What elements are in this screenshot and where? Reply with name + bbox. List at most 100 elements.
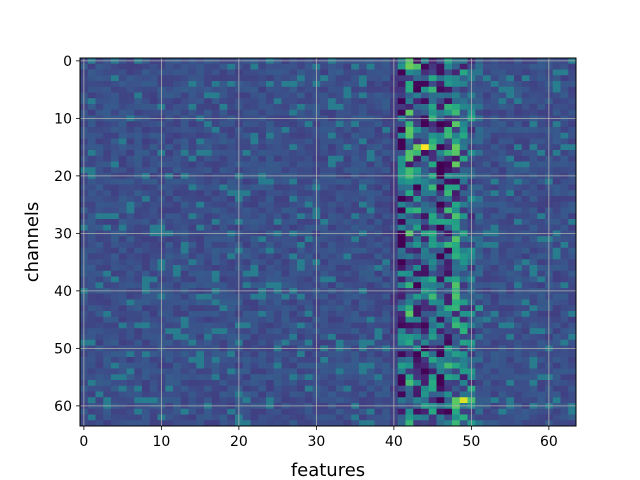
- heatmap-cell: [196, 150, 205, 157]
- heatmap-cell: [436, 121, 445, 128]
- heatmap-cell: [397, 265, 406, 272]
- heatmap-cell: [273, 276, 282, 283]
- heatmap-cell: [359, 196, 368, 203]
- heatmap-cell: [173, 150, 182, 157]
- heatmap-cell: [459, 150, 468, 157]
- heatmap-cell: [95, 259, 104, 266]
- heatmap-cell: [452, 155, 461, 162]
- heatmap-cell: [421, 150, 430, 157]
- heatmap-cell: [103, 414, 112, 421]
- heatmap-cell: [382, 161, 391, 168]
- heatmap-cell: [335, 161, 344, 168]
- heatmap-cell: [87, 242, 96, 249]
- heatmap-cell: [297, 150, 306, 157]
- heatmap-cell: [421, 293, 430, 300]
- heatmap-cell: [483, 242, 492, 249]
- heatmap-cell: [498, 334, 507, 341]
- heatmap-cell: [374, 265, 383, 272]
- heatmap-cell: [211, 86, 220, 93]
- heatmap-cell: [359, 127, 368, 134]
- heatmap-cell: [211, 276, 220, 283]
- heatmap-cell: [498, 98, 507, 105]
- heatmap-cell: [180, 362, 189, 369]
- heatmap-cell: [196, 328, 205, 335]
- heatmap-cell: [421, 92, 430, 99]
- heatmap-cell: [452, 259, 461, 266]
- heatmap-cell: [529, 414, 538, 421]
- heatmap-cell: [204, 357, 213, 364]
- heatmap-cell: [359, 253, 368, 260]
- heatmap-cell: [490, 265, 499, 272]
- heatmap-cell: [483, 236, 492, 243]
- heatmap-cell: [366, 242, 375, 249]
- heatmap-cell: [335, 408, 344, 415]
- heatmap-cell: [149, 224, 158, 231]
- heatmap-cell: [421, 207, 430, 214]
- heatmap-cell: [328, 357, 337, 364]
- heatmap-cell: [211, 385, 220, 392]
- heatmap-cell: [552, 276, 561, 283]
- heatmap-cell: [134, 397, 143, 404]
- heatmap-cell: [188, 86, 197, 93]
- heatmap-cell: [537, 311, 546, 318]
- heatmap-cell: [204, 121, 213, 128]
- heatmap-cell: [444, 368, 453, 375]
- heatmap-cell: [328, 282, 337, 289]
- heatmap-cell: [405, 305, 414, 312]
- heatmap-cell: [483, 374, 492, 381]
- heatmap-cell: [421, 328, 430, 335]
- heatmap-cell: [142, 224, 151, 231]
- heatmap-cell: [134, 132, 143, 139]
- heatmap-cell: [173, 132, 182, 139]
- heatmap-cell: [351, 213, 360, 220]
- heatmap-cell: [211, 334, 220, 341]
- heatmap-cell: [165, 161, 174, 168]
- heatmap-cell: [490, 92, 499, 99]
- heatmap-cell: [560, 178, 569, 185]
- heatmap-cell: [475, 339, 484, 346]
- heatmap-cell: [258, 385, 267, 392]
- heatmap-cell: [537, 236, 546, 243]
- heatmap-cell: [180, 213, 189, 220]
- heatmap-cell: [568, 167, 577, 174]
- heatmap-cell: [196, 63, 205, 70]
- heatmap-cell: [529, 270, 538, 277]
- heatmap-cell: [87, 178, 96, 185]
- heatmap-cell: [405, 420, 414, 427]
- heatmap-cell: [87, 385, 96, 392]
- heatmap-cell: [173, 184, 182, 191]
- heatmap-cell: [521, 207, 530, 214]
- heatmap-cell: [118, 69, 127, 76]
- heatmap-cell: [95, 253, 104, 260]
- heatmap-cell: [328, 380, 337, 387]
- heatmap-cell: [165, 98, 174, 105]
- heatmap-cell: [351, 299, 360, 306]
- heatmap-cell: [521, 305, 530, 312]
- heatmap-cell: [196, 270, 205, 277]
- heatmap-cell: [219, 270, 228, 277]
- heatmap-cell: [103, 265, 112, 272]
- heatmap-cell: [366, 247, 375, 254]
- heatmap-cell: [304, 351, 313, 358]
- heatmap-cell: [126, 127, 135, 134]
- heatmap-cell: [444, 357, 453, 364]
- heatmap-cell: [173, 86, 182, 93]
- heatmap-cell: [165, 391, 174, 398]
- heatmap-cell: [196, 224, 205, 231]
- heatmap-cell: [126, 167, 135, 174]
- heatmap-cells: [80, 58, 577, 427]
- heatmap-cell: [506, 368, 515, 375]
- heatmap-cell: [126, 420, 135, 427]
- heatmap-cell: [173, 81, 182, 88]
- heatmap-cell: [266, 213, 275, 220]
- heatmap-cell: [242, 253, 251, 260]
- heatmap-cell: [514, 276, 523, 283]
- heatmap-cell: [297, 380, 306, 387]
- heatmap-cell: [483, 132, 492, 139]
- heatmap-cell: [529, 190, 538, 197]
- heatmap-cell: [304, 414, 313, 421]
- heatmap-cell: [211, 161, 220, 168]
- heatmap-cell: [335, 178, 344, 185]
- heatmap-cell: [297, 385, 306, 392]
- heatmap-cell: [444, 121, 453, 128]
